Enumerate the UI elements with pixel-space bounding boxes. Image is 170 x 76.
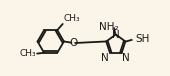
Text: SH: SH bbox=[135, 34, 150, 44]
Text: CH₃: CH₃ bbox=[20, 49, 36, 58]
Text: CH₃: CH₃ bbox=[63, 14, 80, 23]
Text: N: N bbox=[123, 53, 130, 63]
Text: O: O bbox=[69, 38, 77, 48]
Text: N: N bbox=[101, 53, 109, 63]
Text: N: N bbox=[112, 30, 120, 40]
Text: NH₂: NH₂ bbox=[99, 22, 119, 32]
